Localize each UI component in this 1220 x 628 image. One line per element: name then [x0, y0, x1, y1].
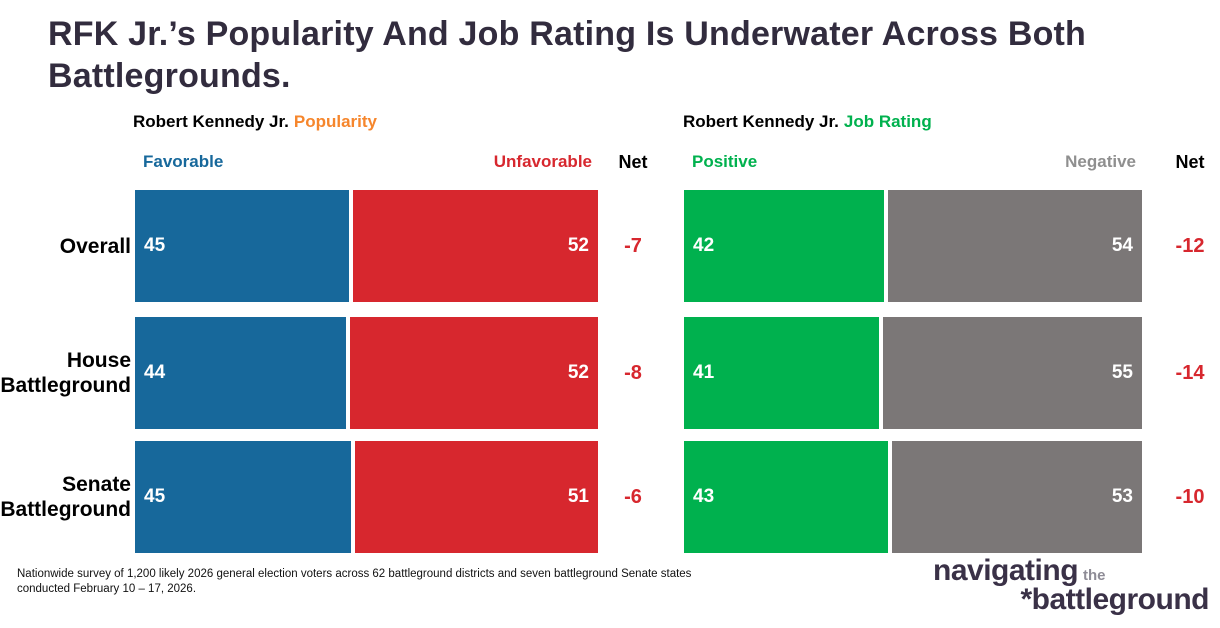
popularity-chart-title-prefix: Robert Kennedy Jr. [133, 112, 289, 131]
popularity-chart-title-metric: Popularity [293, 112, 377, 131]
negative-bar-senate: 53 [892, 441, 1142, 553]
negative-bar-overall: 54 [887, 190, 1142, 302]
page-title-line-1: RFK Jr.’s Popularity And Job Rating Is U… [48, 15, 1087, 53]
row-label-senate: Senate Battleground [0, 441, 131, 553]
popularity-net-house: -8 [624, 361, 642, 384]
favorable-bar-house: 44 [135, 317, 347, 429]
favorable-value-senate: 45 [144, 486, 166, 507]
jobrating-bar-row-house: 41 55 [684, 317, 1142, 429]
favorable-value-house: 44 [144, 362, 166, 383]
page-title-line-2: Battlegrounds. [48, 57, 291, 95]
logo-word-navigating: navigating [933, 554, 1079, 587]
positive-bar-house: 41 [684, 317, 880, 429]
row-label-overall-line1: Overall [59, 234, 131, 258]
jobrating-legend: Positive Negative [684, 152, 1142, 172]
negative-value-overall: 54 [1111, 235, 1133, 256]
negative-bar-house: 55 [883, 317, 1142, 429]
popularity-net-header: Net [618, 152, 648, 172]
negative-value-senate: 53 [1111, 486, 1133, 507]
positive-value-house: 41 [693, 362, 715, 383]
legend-positive: Positive [692, 152, 758, 171]
favorable-bar-senate: 45 [135, 441, 351, 553]
jobrating-chart-title-metric: Job Rating [843, 112, 932, 131]
unfavorable-bar-senate: 51 [354, 441, 598, 553]
navigating-the-battleground-logo: navigating the *battleground [933, 554, 1210, 617]
unfavorable-value-house: 52 [567, 362, 589, 383]
survey-footnote-line2: conducted February 10 – 17, 2026. [17, 583, 197, 595]
popularity-net-senate: -6 [624, 485, 642, 508]
row-label-overall: Overall [0, 190, 131, 302]
row-label-senate-line2: Battleground [0, 498, 131, 521]
jobrating-net-house: -14 [1175, 361, 1205, 384]
positive-bar-senate: 43 [684, 441, 889, 553]
survey-footnote: Nationwide survey of 1,200 likely 2026 g… [17, 567, 691, 597]
jobrating-bar-row-overall: 42 54 [684, 190, 1142, 302]
popularity-chart-title: Robert Kennedy Jr. Popularity [133, 112, 377, 132]
unfavorable-bar-house: 52 [350, 317, 598, 429]
favorable-bar-overall: 45 [135, 190, 349, 302]
row-label-senate-line1: Senate [62, 473, 131, 496]
logo-word-the: the [1083, 567, 1106, 584]
popularity-bar-row-overall: 45 52 [135, 190, 598, 302]
popularity-legend: Favorable Unfavorable [135, 152, 598, 172]
legend-favorable: Favorable [143, 152, 224, 171]
row-label-house-line2: Battleground [0, 374, 131, 397]
jobrating-chart-title-prefix: Robert Kennedy Jr. [683, 112, 839, 131]
unfavorable-value-overall: 52 [567, 235, 589, 256]
logo-line1: navigating the [933, 554, 1209, 588]
row-label-house: House Battleground [0, 317, 131, 429]
logo-word-battleground: *battleground [1020, 583, 1210, 616]
jobrating-net-header: Net [1175, 152, 1205, 172]
unfavorable-value-senate: 51 [567, 486, 589, 507]
jobrating-net-overall: -12 [1175, 234, 1205, 257]
row-label-house-line1: House [66, 349, 131, 372]
positive-bar-overall: 42 [684, 190, 884, 302]
survey-footnote-line1: Nationwide survey of 1,200 likely 2026 g… [17, 568, 692, 580]
unfavorable-bar-overall: 52 [352, 190, 598, 302]
popularity-bar-row-senate: 45 51 [135, 441, 598, 553]
favorable-value-overall: 45 [144, 235, 166, 256]
jobrating-bar-row-senate: 43 53 [684, 441, 1142, 553]
page-title: RFK Jr.’s Popularity And Job Rating Is U… [48, 13, 1188, 97]
popularity-net-overall: -7 [624, 234, 642, 257]
legend-unfavorable: Unfavorable [493, 152, 592, 171]
positive-value-senate: 43 [693, 486, 715, 507]
popularity-bar-row-house: 44 52 [135, 317, 598, 429]
jobrating-chart-title: Robert Kennedy Jr. Job Rating [683, 112, 932, 132]
positive-value-overall: 42 [693, 235, 715, 256]
negative-value-house: 55 [1111, 362, 1133, 383]
jobrating-net-senate: -10 [1175, 485, 1205, 508]
legend-negative: Negative [1065, 152, 1136, 171]
